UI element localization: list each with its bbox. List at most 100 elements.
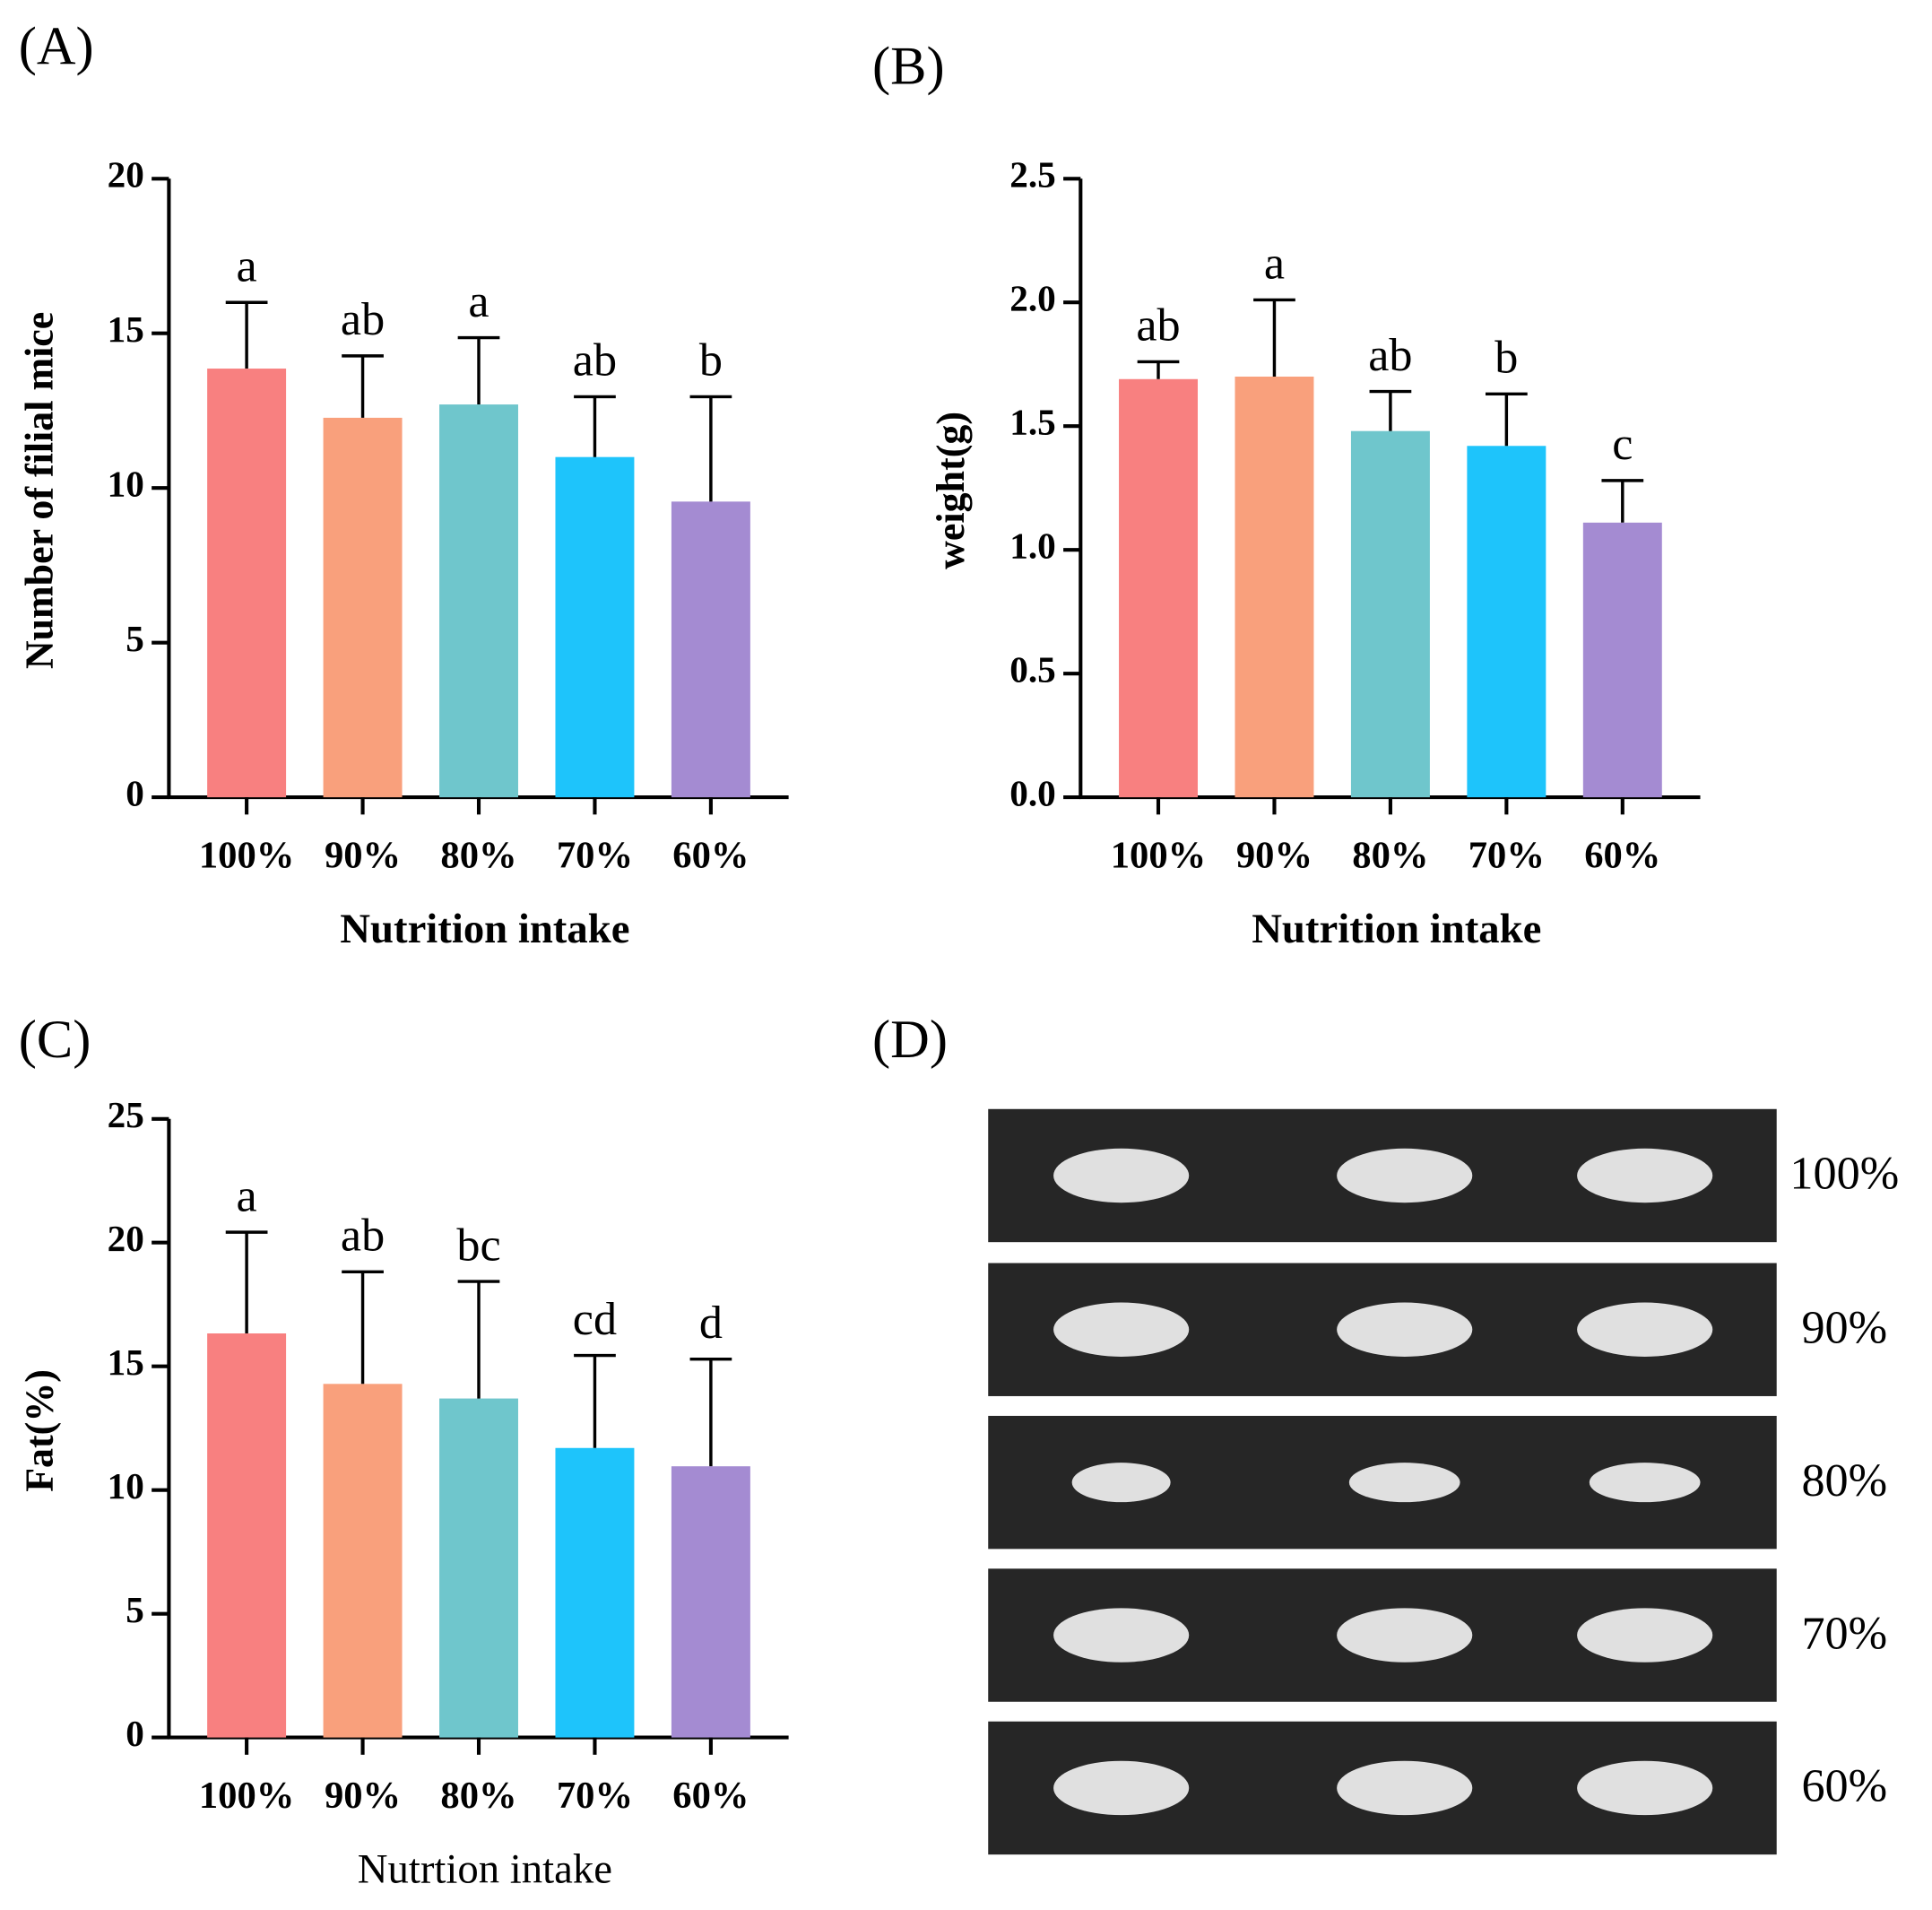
y-tick-label: 0 <box>126 1713 144 1754</box>
bar <box>1467 446 1546 798</box>
x-tick-label: 70% <box>557 835 633 877</box>
bar <box>671 501 750 798</box>
y-tick-label: 15 <box>108 308 144 350</box>
mouse-image <box>1577 1608 1713 1663</box>
mouse-image <box>1348 1463 1460 1503</box>
x-tick-label: 70% <box>1468 835 1545 877</box>
x-tick-label: 80% <box>1352 835 1428 877</box>
bar <box>439 404 518 798</box>
y-tick-label: 0.0 <box>1009 773 1056 814</box>
error-bar <box>1137 360 1180 379</box>
x-tick-label: 80% <box>440 1775 516 1817</box>
row-label: 100% <box>1789 1148 1899 1200</box>
y-tick-label: 5 <box>126 618 144 659</box>
mouse-image <box>1577 1760 1713 1816</box>
significance-label: a <box>237 1169 257 1221</box>
image-panel <box>988 1108 1777 1855</box>
y-tick-label: 10 <box>108 1465 144 1506</box>
significance-label: a <box>1264 238 1285 290</box>
bar <box>1119 378 1198 798</box>
x-tick-label: 100% <box>199 1775 294 1817</box>
y-tick-label: 0 <box>126 773 144 814</box>
y-tick-label: 1.0 <box>1009 525 1056 567</box>
x-tick-label: 90% <box>325 1775 401 1817</box>
error-bar <box>1369 389 1412 431</box>
mouse-image <box>1053 1608 1190 1663</box>
error-bar <box>225 1230 268 1334</box>
panel-label: (A) <box>19 17 94 77</box>
significance-label: ab <box>341 293 385 345</box>
significance-label: cd <box>573 1293 617 1345</box>
x-tick-label: 90% <box>1236 835 1313 877</box>
error-bar <box>689 1357 732 1467</box>
error-bar <box>342 354 384 418</box>
bar <box>323 1384 403 1738</box>
y-tick-label: 10 <box>108 464 144 505</box>
y-tick-label: 0.5 <box>1009 649 1056 690</box>
x-tick-label: 60% <box>1584 835 1660 877</box>
error-bar <box>1253 298 1295 378</box>
error-bar <box>457 1280 500 1399</box>
x-axis-label: Nutrition intake <box>340 906 629 952</box>
y-axis-label: Number of filial mice <box>17 312 61 669</box>
mouse-image <box>1337 1148 1473 1203</box>
bar <box>671 1466 750 1738</box>
row-label: 70% <box>1801 1607 1887 1659</box>
mouse-image <box>1337 1760 1473 1816</box>
mouse-image <box>1071 1463 1171 1503</box>
row-label: 90% <box>1801 1301 1887 1353</box>
x-tick-label: 60% <box>672 1775 749 1817</box>
bar <box>1350 430 1430 798</box>
significance-label: b <box>699 334 723 386</box>
error-bar <box>342 1270 384 1385</box>
significance-label: ab <box>1368 329 1412 381</box>
y-tick-label: 20 <box>108 154 144 195</box>
significance-label: c <box>1612 418 1633 470</box>
y-tick-label: 1.5 <box>1009 402 1056 443</box>
error-bar <box>1485 392 1528 447</box>
x-tick-label: 70% <box>557 1775 633 1817</box>
significance-label: b <box>1494 332 1518 384</box>
y-tick-label: 25 <box>108 1094 144 1135</box>
x-axis-label: Nutrtion intake <box>358 1845 612 1892</box>
error-bar <box>225 300 268 369</box>
mouse-image <box>1577 1302 1713 1357</box>
x-tick-label: 100% <box>1111 835 1206 877</box>
error-bar <box>1601 479 1644 523</box>
y-tick-label: 2.0 <box>1009 278 1056 319</box>
error-bar <box>574 395 616 457</box>
row-label: 80% <box>1801 1454 1887 1506</box>
bar <box>1582 522 1662 798</box>
bar <box>207 369 287 798</box>
y-axis-label: Fat(%) <box>17 1369 61 1492</box>
x-tick-label: 100% <box>199 835 294 877</box>
mouse-image <box>1053 1302 1190 1357</box>
bar <box>555 456 635 798</box>
x-tick-label: 90% <box>325 835 401 877</box>
panel-label: (C) <box>19 1010 91 1070</box>
significance-label: ab <box>1136 300 1180 352</box>
x-axis-label: Nutrition intake <box>1252 906 1541 952</box>
y-tick-label: 2.5 <box>1009 154 1056 195</box>
bar <box>555 1447 635 1738</box>
bar <box>1235 377 1314 798</box>
panel-label: (D) <box>872 1010 948 1070</box>
error-bar <box>689 395 732 502</box>
significance-label: ab <box>341 1210 385 1262</box>
row-label: 60% <box>1801 1760 1887 1812</box>
bar <box>207 1333 287 1738</box>
error-bar <box>574 1353 616 1448</box>
significance-label: bc <box>456 1219 500 1271</box>
bar <box>323 417 403 798</box>
mouse-image <box>1337 1608 1473 1663</box>
panel-label: (B) <box>872 37 945 97</box>
error-bar <box>457 335 500 405</box>
significance-label: a <box>237 239 257 291</box>
y-tick-label: 20 <box>108 1218 144 1259</box>
y-tick-label: 15 <box>108 1341 144 1383</box>
y-tick-label: 5 <box>126 1589 144 1630</box>
mouse-image <box>1577 1148 1713 1203</box>
x-tick-label: 80% <box>440 835 516 877</box>
significance-label: a <box>468 275 489 327</box>
